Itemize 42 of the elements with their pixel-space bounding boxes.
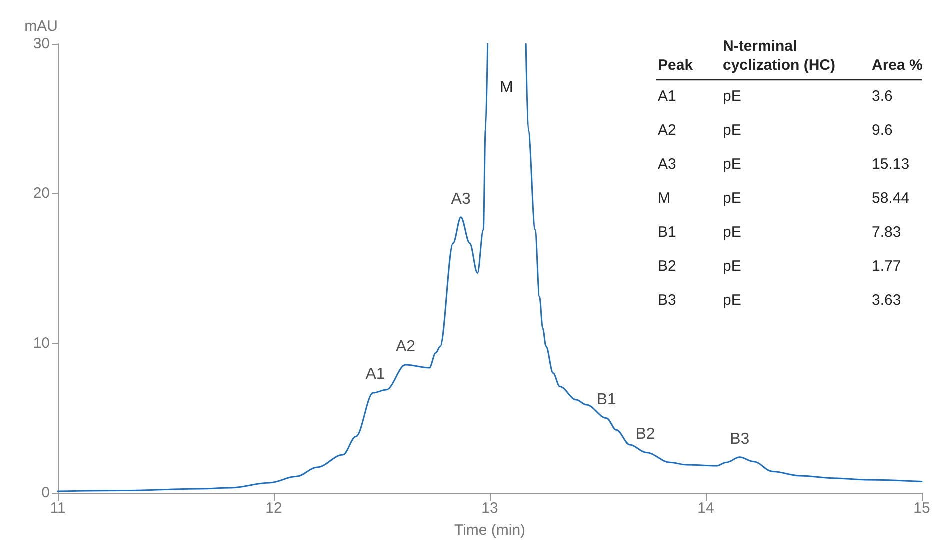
annotation: 15.13 bbox=[872, 156, 910, 173]
annotation: Peak bbox=[658, 57, 694, 74]
annotation: pE bbox=[723, 190, 742, 207]
y-tick-label: 0 bbox=[42, 484, 50, 502]
x-axis-title: Time (min) bbox=[454, 522, 526, 539]
annotation: B3 bbox=[658, 292, 676, 309]
annotation: 7.83 bbox=[872, 224, 902, 241]
annotation: M bbox=[658, 190, 670, 207]
x-tick-label: 15 bbox=[914, 500, 930, 517]
annotation: B2 bbox=[636, 426, 656, 444]
annotation: B1 bbox=[658, 224, 676, 241]
annotation: B2 bbox=[658, 258, 676, 275]
x-tick-label: 13 bbox=[482, 500, 498, 517]
y-tick-label: 20 bbox=[33, 185, 50, 202]
annotation: pE bbox=[723, 88, 742, 105]
annotation: A3 bbox=[451, 190, 471, 208]
y-tick-label: 30 bbox=[33, 36, 50, 52]
annotation: pE bbox=[723, 292, 742, 309]
annotation: 3.6 bbox=[872, 88, 893, 105]
x-tick-label: 14 bbox=[698, 500, 714, 517]
annotation: A3 bbox=[658, 156, 676, 173]
annotation: pE bbox=[723, 156, 742, 173]
y-tick-label: 10 bbox=[33, 334, 50, 352]
annotation: pE bbox=[723, 224, 742, 241]
annotation: A1 bbox=[658, 88, 676, 105]
annotation: pE bbox=[723, 258, 742, 275]
annotation: A1 bbox=[366, 366, 386, 384]
annotation: Area % bbox=[872, 57, 923, 74]
annotation: 9.6 bbox=[872, 122, 893, 139]
annotation: A2 bbox=[658, 122, 676, 139]
y-axis-title: mAU bbox=[24, 18, 58, 35]
annotation: M bbox=[500, 80, 514, 96]
annotation: pE bbox=[723, 122, 742, 139]
annotation: 1.77 bbox=[872, 258, 902, 275]
annotation: A2 bbox=[396, 338, 416, 356]
annotation: N-terminal cyclization (HC) bbox=[723, 38, 836, 74]
x-tick-label: 12 bbox=[266, 500, 282, 517]
annotation: B3 bbox=[730, 430, 750, 448]
x-tick-label: 11 bbox=[50, 500, 66, 517]
annotation: B1 bbox=[596, 392, 617, 409]
annotation: 58.44 bbox=[872, 190, 910, 207]
annotation: 3.63 bbox=[872, 292, 902, 309]
